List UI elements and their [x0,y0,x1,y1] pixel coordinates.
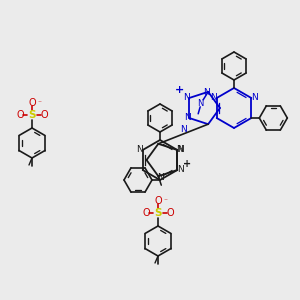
Text: N: N [180,124,187,134]
Text: S: S [154,208,162,218]
Text: ⁻: ⁻ [163,196,167,206]
Text: N: N [184,112,190,122]
Text: O: O [40,110,48,120]
Text: N: N [136,146,143,154]
Text: N: N [177,146,184,154]
Text: N: N [177,166,184,175]
Text: O: O [28,98,36,108]
Text: O: O [16,110,24,120]
Text: O: O [166,208,174,218]
Text: +: + [183,159,191,169]
Text: N: N [251,94,258,103]
Text: N: N [197,99,203,108]
Text: N: N [210,94,217,103]
Text: N: N [183,94,190,103]
Text: N: N [157,173,164,182]
Text: N: N [176,145,183,154]
Text: O: O [142,208,150,218]
Text: +: + [175,85,184,95]
Text: O: O [154,196,162,206]
Text: ⁻: ⁻ [37,98,41,107]
Text: S: S [28,110,36,120]
Text: N: N [203,88,209,97]
